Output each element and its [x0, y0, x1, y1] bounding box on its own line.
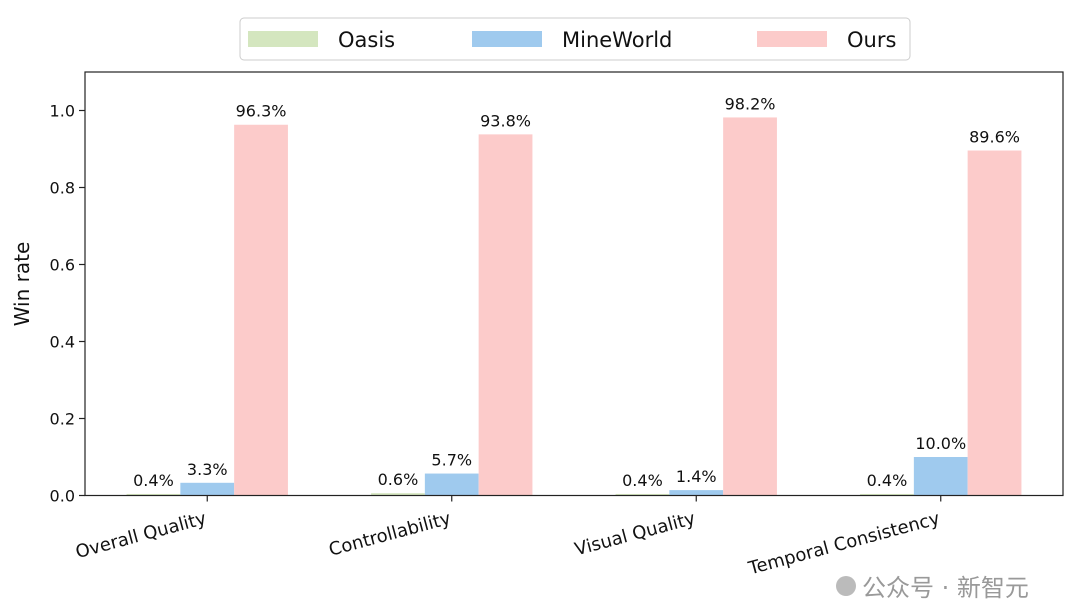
bar-oasis: [860, 493, 914, 496]
legend-swatch-oasis: [248, 31, 318, 47]
bar-ours: [967, 150, 1022, 496]
y-tick-label: 0.4: [50, 333, 75, 352]
data-label: 1.4%: [676, 467, 717, 486]
data-label: 0.4%: [133, 471, 174, 490]
x-tick-label: Temporal Consistency: [745, 508, 942, 580]
bar-oasis: [615, 493, 670, 496]
data-label: 89.6%: [969, 128, 1020, 147]
y-tick-label: 0.8: [50, 179, 75, 198]
bar-mineworld: [669, 490, 724, 496]
data-label: 0.4%: [622, 471, 663, 490]
legend-label: Oasis: [338, 28, 395, 52]
data-label: 0.4%: [867, 471, 908, 490]
y-tick-label: 0.6: [50, 256, 75, 275]
legend: Oasis MineWorld Ours: [239, 17, 911, 61]
watermark-text: 公众号 · 新智元: [862, 574, 1029, 599]
data-label: 98.2%: [725, 94, 776, 113]
plot-frame: [84, 71, 1064, 497]
y-tick-label: 0.2: [50, 410, 75, 429]
watermark: 公众号 · 新智元: [836, 574, 1029, 599]
bar-ours: [234, 124, 288, 496]
data-label: 10.0%: [915, 434, 966, 453]
bar-mineworld: [180, 482, 235, 496]
legend-swatch-mineworld: [472, 31, 542, 47]
bar-ours: [478, 134, 533, 496]
data-label: 93.8%: [480, 111, 531, 130]
bar-mineworld: [913, 457, 968, 496]
y-tick-label: 1.0: [50, 102, 75, 121]
legend-label: MineWorld: [562, 28, 672, 52]
x-tick-label: Overall Quality: [73, 508, 209, 563]
legend-swatch-ours: [757, 31, 827, 47]
bar-mineworld: [424, 473, 479, 496]
y-tick-label: 0.0: [50, 487, 75, 506]
x-tick-label: Visual Quality: [573, 508, 698, 560]
legend-label: Ours: [847, 28, 896, 52]
bar-oasis: [126, 493, 181, 496]
data-label: 96.3%: [236, 102, 287, 121]
bar-oasis: [371, 493, 425, 496]
x-tick-label: Controllability: [327, 508, 454, 561]
bar-ours: [723, 117, 777, 496]
data-label: 3.3%: [187, 460, 228, 479]
y-axis-label: Win rate: [10, 242, 34, 327]
data-label: 0.6%: [378, 470, 419, 489]
data-label: 5.7%: [431, 451, 472, 470]
